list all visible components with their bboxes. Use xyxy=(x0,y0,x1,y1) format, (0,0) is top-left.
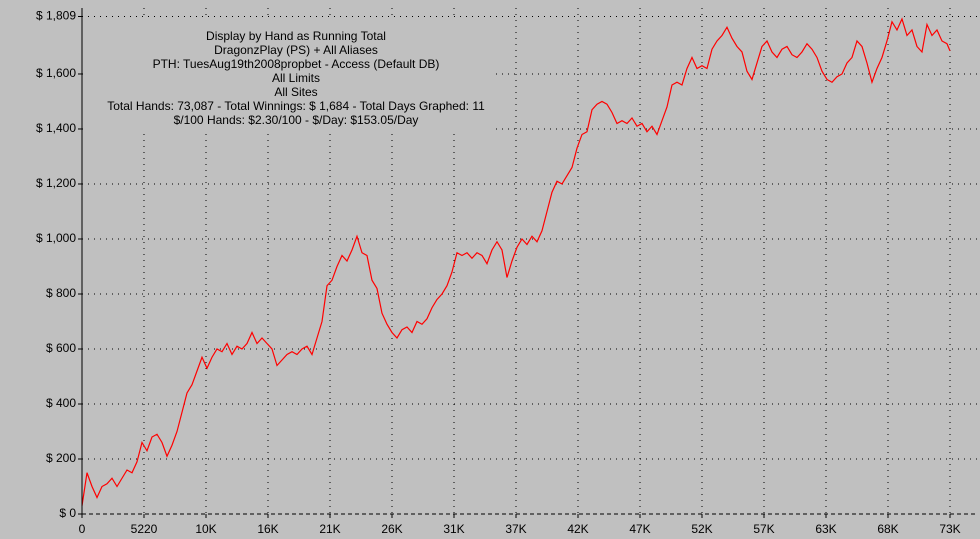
x-tick-label: 16K xyxy=(257,522,278,536)
x-tick-label: 21K xyxy=(319,522,340,536)
y-tick-label: $ 1,400 xyxy=(36,121,76,135)
y-tick-label: $ 600 xyxy=(46,341,76,355)
x-tick-label: 0 xyxy=(79,522,86,536)
x-tick-label: 42K xyxy=(567,522,588,536)
annotation: $/100 Hands: $2.30/100 - $/Day: $153.05/… xyxy=(174,113,419,127)
y-tick-label: $ 1,600 xyxy=(36,66,76,80)
x-tick-label: 37K xyxy=(505,522,526,536)
annotation: DragonzPlay (PS) + All Aliases xyxy=(214,43,378,57)
y-tick-label: $ 1,000 xyxy=(36,231,76,245)
x-tick-label: 68K xyxy=(877,522,898,536)
y-tick-label: $ 400 xyxy=(46,396,76,410)
plot: Display by Hand as Running TotalDragonzP… xyxy=(81,17,951,506)
annotation: Display by Hand as Running Total xyxy=(206,29,386,43)
annotation-box xyxy=(84,18,494,134)
y-tick-label: $ 1,200 xyxy=(36,176,76,190)
y-tick-label: $ 1,809 xyxy=(36,9,76,23)
x-tick-label: 57K xyxy=(753,522,774,536)
y-tick-label: $ 0 xyxy=(59,506,76,520)
annotation: Total Hands: 73,087 - Total Winnings: $ … xyxy=(107,99,485,113)
annotation: All Limits xyxy=(272,71,320,85)
y-tick-label: $ 200 xyxy=(46,451,76,465)
annotation: PTH: TuesAug19th2008propbet - Access (De… xyxy=(153,57,440,71)
x-tick-label: 26K xyxy=(381,522,402,536)
x-tick-label: 63K xyxy=(815,522,836,536)
x-tick-label: 10K xyxy=(195,522,216,536)
annotation: All Sites xyxy=(274,85,317,99)
x-tick-label: 47K xyxy=(629,522,650,536)
x-tick-label: 52K xyxy=(691,522,712,536)
series-line xyxy=(81,17,951,506)
y-tick-label: $ 800 xyxy=(46,286,76,300)
x-tick-label: 5220 xyxy=(131,522,158,536)
x-tick-label: 73K xyxy=(939,522,960,536)
x-tick-label: 31K xyxy=(443,522,464,536)
